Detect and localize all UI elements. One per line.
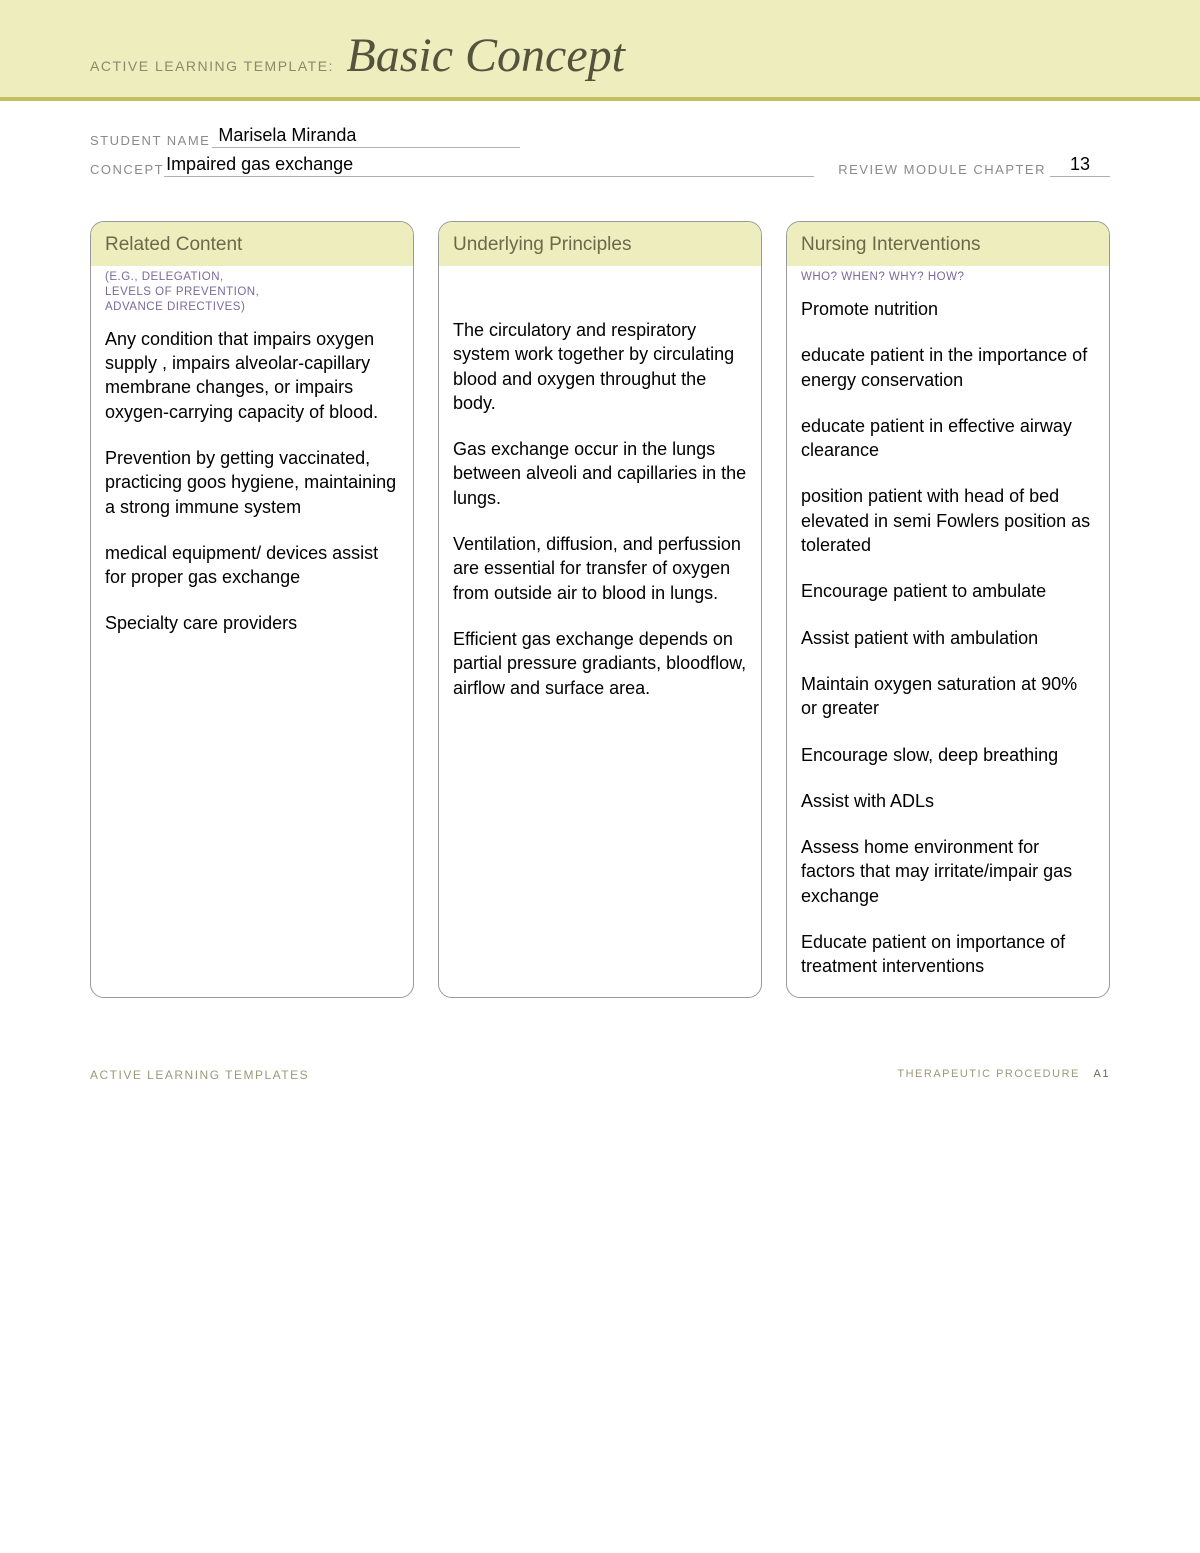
content-para: Specialty care providers (105, 611, 399, 635)
panel-related-content: Related Content (E.G., DELEGATION, LEVEL… (90, 221, 414, 998)
panel-subheading (439, 266, 761, 306)
panel-subheading: WHO? WHEN? WHY? HOW? (787, 266, 1109, 285)
content-para: educate patient in effective airway clea… (801, 414, 1095, 463)
content-para: Gas exchange occur in the lungs between … (453, 437, 747, 510)
panel-heading: Related Content (91, 222, 413, 266)
content-para: position patient with head of bed elevat… (801, 484, 1095, 557)
content-para: Efficient gas exchange depends on partia… (453, 627, 747, 700)
panel-body: The circulatory and respiratory system w… (439, 306, 761, 997)
content-para: Assist with ADLs (801, 789, 1095, 813)
content-para: Assess home environment for factors that… (801, 835, 1095, 908)
content-para: Maintain oxygen saturation at 90% or gre… (801, 672, 1095, 721)
template-prefix: ACTIVE LEARNING TEMPLATE: (90, 58, 334, 74)
panel-nursing-interventions: Nursing Interventions WHO? WHEN? WHY? HO… (786, 221, 1110, 998)
student-name-value: Marisela Miranda (212, 125, 520, 148)
footer-right-text: THERAPEUTIC PROCEDURE (897, 1068, 1079, 1080)
template-title: Basic Concept (338, 29, 625, 82)
chapter-label: REVIEW MODULE CHAPTER (814, 162, 1046, 177)
content-para: educate patient in the importance of ene… (801, 343, 1095, 392)
content-para: Promote nutrition (801, 297, 1095, 321)
content-para: medical equipment/ devices assist for pr… (105, 541, 399, 590)
footer-right: THERAPEUTIC PROCEDURE A1 (897, 1068, 1110, 1082)
panel-subheading: (E.G., DELEGATION, LEVELS OF PREVENTION,… (91, 266, 413, 315)
meta-block: STUDENT NAME Marisela Miranda CONCEPT Im… (0, 101, 1200, 187)
footer-left: ACTIVE LEARNING TEMPLATES (90, 1068, 309, 1082)
content-para: Assist patient with ambulation (801, 626, 1095, 650)
concept-label: CONCEPT (90, 162, 164, 177)
chapter-value: 13 (1050, 154, 1110, 177)
concept-value: Impaired gas exchange (164, 154, 814, 177)
student-name-label: STUDENT NAME (90, 133, 210, 148)
content-para: The circulatory and respiratory system w… (453, 318, 747, 415)
panel-underlying-principles: Underlying Principles The circulatory an… (438, 221, 762, 998)
footer: ACTIVE LEARNING TEMPLATES THERAPEUTIC PR… (0, 1018, 1200, 1112)
content-para: Ventilation, diffusion, and perfussion a… (453, 532, 747, 605)
columns-container: Related Content (E.G., DELEGATION, LEVEL… (0, 187, 1200, 1018)
panel-body: Any condition that impairs oxygen supply… (91, 315, 413, 997)
content-para: Prevention by getting vaccinated, practi… (105, 446, 399, 519)
content-para: Any condition that impairs oxygen supply… (105, 327, 399, 424)
panel-heading: Underlying Principles (439, 222, 761, 266)
content-para: Encourage patient to ambulate (801, 579, 1095, 603)
panel-heading: Nursing Interventions (787, 222, 1109, 266)
panel-body: Promote nutrition educate patient in the… (787, 285, 1109, 997)
footer-page: A1 (1094, 1068, 1110, 1080)
content-para: Encourage slow, deep breathing (801, 743, 1095, 767)
header-band: ACTIVE LEARNING TEMPLATE: Basic Concept (0, 0, 1200, 101)
content-para: Educate patient on importance of treatme… (801, 930, 1095, 979)
